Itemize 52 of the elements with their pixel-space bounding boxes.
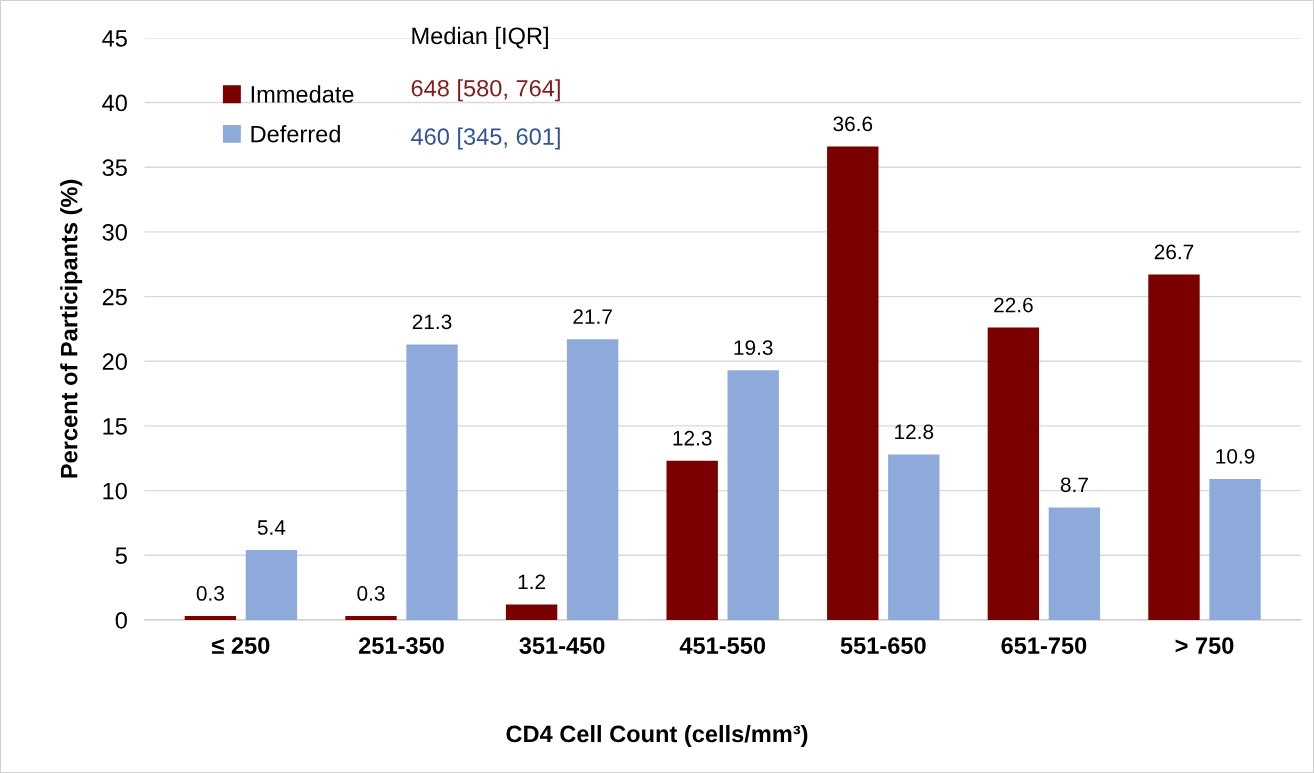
data-label: 8.7 <box>1060 477 1088 493</box>
x-tick-label: 351-450 <box>519 637 605 654</box>
annotation: 648 [580, 764] <box>411 79 560 102</box>
data-label: 26.7 <box>1154 244 1194 260</box>
x-tick-label: ≤ 250 <box>212 637 270 654</box>
data-label: 0.3 <box>196 586 224 601</box>
y-tick-label: 0 <box>115 612 127 629</box>
y-tick-label: 25 <box>102 288 127 306</box>
bar <box>505 604 558 620</box>
y-tick-label: 35 <box>102 159 127 177</box>
bar <box>406 344 458 620</box>
y-tick-label: 20 <box>102 353 127 371</box>
data-label: 12.8 <box>895 424 934 440</box>
x-axis-title: CD4 Cell Count (cells/mm³) <box>506 724 808 747</box>
bar <box>1048 507 1101 620</box>
bar <box>987 327 1040 620</box>
x-tick-label: 551-650 <box>840 637 926 654</box>
bar <box>888 454 940 620</box>
x-tick-label: 251-350 <box>359 637 444 654</box>
data-label: 21.3 <box>412 314 452 330</box>
y-tick-label: 40 <box>102 94 127 112</box>
legend-title: Median [IQR] <box>412 26 548 49</box>
y-tick-label: 15 <box>103 418 127 435</box>
y-tick-label: 5 <box>115 547 127 565</box>
y-axis-title: Percent of Participants (%) <box>60 179 83 478</box>
annotation: 460 [345, 601] <box>411 127 560 150</box>
bar <box>245 550 298 620</box>
bar <box>727 370 779 620</box>
data-label: 1.2 <box>518 574 546 589</box>
y-tick-label: 30 <box>102 223 127 241</box>
x-tick-label: > 750 <box>1175 637 1234 654</box>
bar <box>1148 274 1200 620</box>
data-label: 21.7 <box>573 309 612 324</box>
legend-label: Deferred <box>251 125 340 143</box>
data-label: 0.3 <box>357 586 385 601</box>
y-tick-label: 10 <box>103 482 127 500</box>
data-label: 12.3 <box>673 430 712 446</box>
legend-label: Immedate <box>251 85 354 103</box>
y-tick-label: 45 <box>102 30 127 47</box>
bar <box>666 460 718 620</box>
bar <box>566 339 619 620</box>
data-label: 5.4 <box>257 520 286 535</box>
data-label: 36.6 <box>833 116 873 132</box>
x-tick-label: 451-550 <box>679 637 766 654</box>
data-label: 10.9 <box>1216 448 1255 464</box>
data-label: 22.6 <box>994 297 1033 313</box>
bar <box>827 146 879 620</box>
bar <box>1209 478 1261 620</box>
x-tick-label: 651-750 <box>1001 637 1087 654</box>
bar <box>184 616 237 620</box>
bar <box>345 616 397 620</box>
data-label: 19.3 <box>734 340 773 356</box>
